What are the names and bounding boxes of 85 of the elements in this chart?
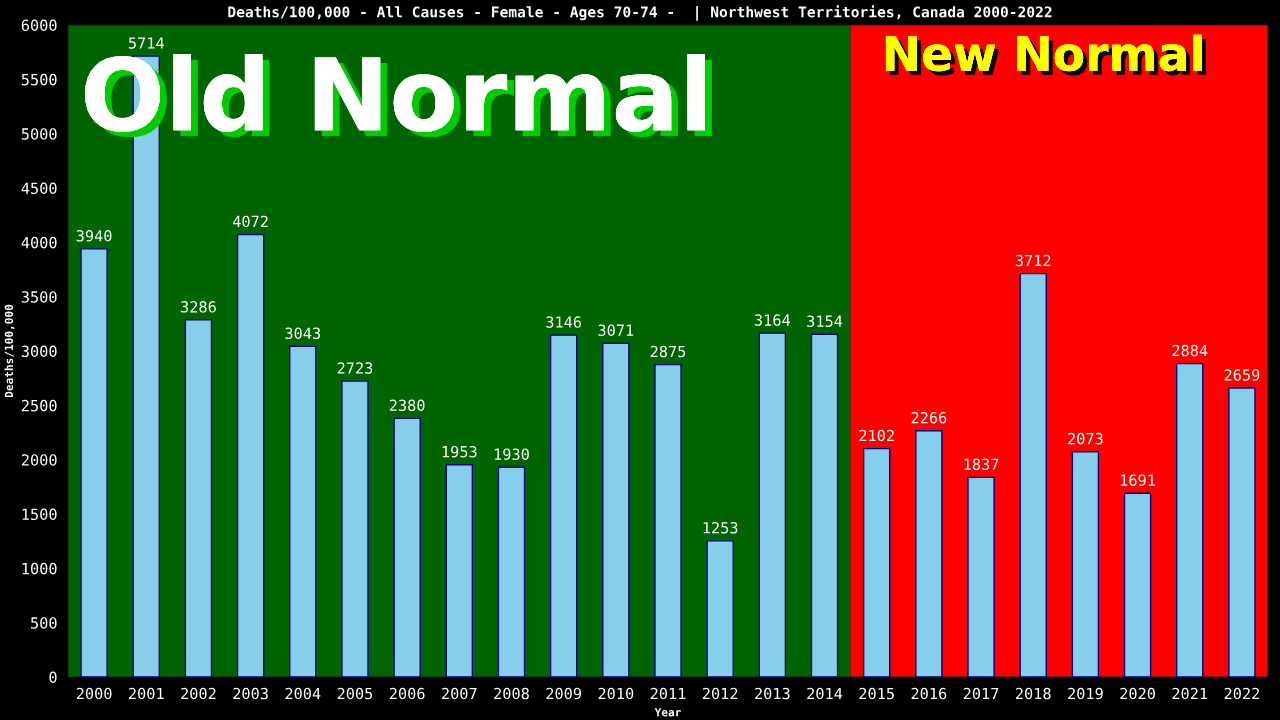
x-tick-label: 2019 xyxy=(1068,687,1103,700)
y-axis-title: Deaths/100,000 xyxy=(4,304,15,398)
bar xyxy=(602,342,630,677)
data-label: 2266 xyxy=(911,411,947,424)
y-tick-label: 4500 xyxy=(21,182,57,195)
bar xyxy=(1228,387,1256,677)
bar xyxy=(549,334,578,677)
x-tick-label: 2020 xyxy=(1120,687,1155,700)
data-label: 3286 xyxy=(181,301,216,313)
bar xyxy=(184,319,213,677)
x-tick-label: 2009 xyxy=(546,687,582,700)
x-tick-label: 2003 xyxy=(233,687,268,700)
data-label: 2073 xyxy=(1068,432,1103,445)
data-label: 3146 xyxy=(546,316,582,328)
x-tick-label: 2017 xyxy=(963,687,999,700)
x-tick-label: 2016 xyxy=(911,687,947,700)
data-label: 2884 xyxy=(1172,344,1208,357)
y-tick-label: 3000 xyxy=(21,345,57,358)
bar xyxy=(706,540,734,677)
x-tick-label: 2004 xyxy=(285,687,321,700)
x-tick-label: 2002 xyxy=(181,687,216,700)
data-label: 3154 xyxy=(807,315,843,327)
bar xyxy=(758,332,787,677)
y-tick-label: 2500 xyxy=(21,399,57,412)
y-tick-label: 500 xyxy=(31,617,57,629)
y-tick-label: 0 xyxy=(49,671,57,684)
x-tick-label: 2022 xyxy=(1224,687,1260,700)
data-label: 3712 xyxy=(1015,254,1051,267)
bar xyxy=(1176,362,1204,677)
x-tick-label: 2018 xyxy=(1015,687,1051,700)
y-tick-label: 5500 xyxy=(21,73,57,86)
x-tick-label: 2008 xyxy=(494,687,529,700)
data-label: 2659 xyxy=(1224,369,1260,381)
data-label: 4072 xyxy=(232,215,268,228)
data-label: 2723 xyxy=(337,362,373,374)
data-label: 2102 xyxy=(859,429,894,442)
x-tick-label: 2012 xyxy=(702,687,738,700)
x-tick-label: 2015 xyxy=(859,687,894,700)
data-label: 2380 xyxy=(389,399,425,412)
bar xyxy=(236,233,265,677)
y-tick-label: 5000 xyxy=(21,128,57,140)
data-label: 5714 xyxy=(128,37,164,49)
x-tick-label: 2011 xyxy=(650,687,686,700)
bar xyxy=(341,380,369,677)
x-tick-label: 2005 xyxy=(337,687,373,700)
bar xyxy=(393,417,421,677)
y-tick-label: 2000 xyxy=(21,454,57,466)
bar xyxy=(445,464,474,677)
bar xyxy=(967,476,995,677)
data-label: 1253 xyxy=(703,521,738,534)
bar xyxy=(1019,272,1047,677)
x-tick-label: 2010 xyxy=(598,687,634,700)
x-axis-title: Year xyxy=(654,708,681,717)
bar xyxy=(1071,451,1100,677)
x-tick-label: 2001 xyxy=(129,687,164,700)
x-tick-label: 2007 xyxy=(442,687,477,700)
bar xyxy=(862,447,891,677)
y-tick-label: 1500 xyxy=(22,508,57,521)
y-tick-label: 6000 xyxy=(21,19,57,32)
band-label: New Normal xyxy=(885,34,1206,76)
data-label: 2875 xyxy=(650,345,686,358)
x-tick-label: 2000 xyxy=(76,687,112,700)
bar xyxy=(915,430,943,677)
data-label: 1837 xyxy=(964,458,999,471)
data-label: 3940 xyxy=(76,229,112,242)
data-label: 3164 xyxy=(754,314,791,326)
y-tick-label: 1000 xyxy=(22,562,57,575)
y-tick-label: 3500 xyxy=(21,291,57,303)
data-label: 3071 xyxy=(598,324,634,336)
x-tick-label: 2014 xyxy=(807,687,843,700)
data-label: 1930 xyxy=(494,448,529,460)
bar xyxy=(810,333,839,677)
bar xyxy=(80,248,108,677)
bar xyxy=(497,466,526,677)
y-tick-label: 4000 xyxy=(21,236,57,249)
x-tick-label: 2013 xyxy=(755,687,790,700)
x-tick-label: 2006 xyxy=(389,687,425,700)
bar xyxy=(654,363,682,677)
data-label: 1691 xyxy=(1121,474,1155,486)
bar xyxy=(289,345,317,677)
bar xyxy=(1123,492,1152,677)
data-label: 3043 xyxy=(285,327,321,340)
chart-title: Deaths/100,000 - All Causes - Female - Ages 70-74 - | Northwest Territories, Canada 2000-2022 xyxy=(228,5,1052,21)
data-label: 1953 xyxy=(442,445,477,458)
x-tick-label: 2021 xyxy=(1172,687,1208,700)
